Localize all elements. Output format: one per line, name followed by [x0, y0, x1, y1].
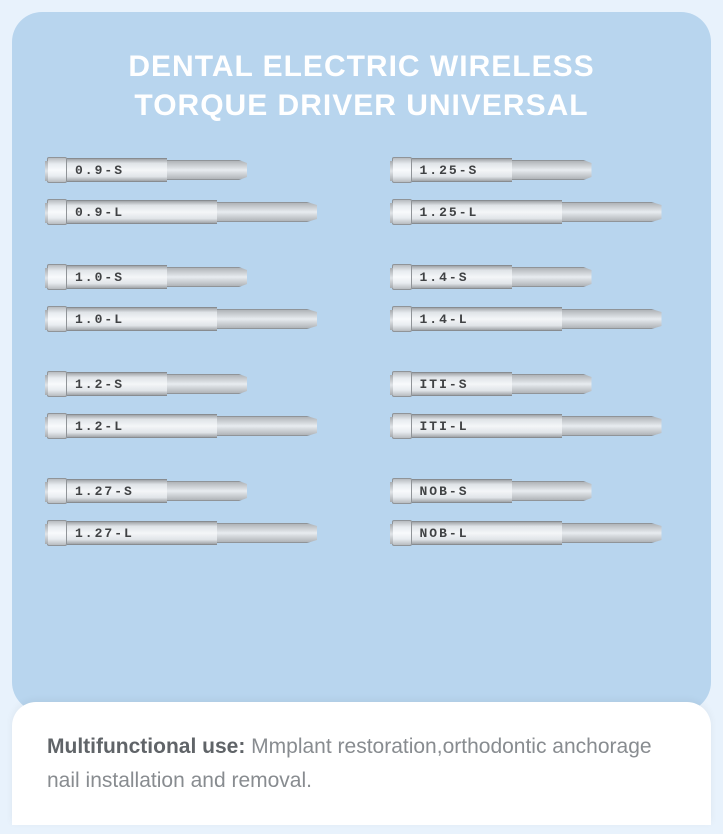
driver-bit: 1.27-S: [47, 476, 332, 506]
driver-bit: 0.9-L: [47, 197, 332, 227]
bit-tip: [562, 416, 662, 436]
bit-pair: NOB-S NOB-L: [392, 476, 677, 548]
driver-bit: 1.2-S: [47, 369, 332, 399]
bit-shaft-label: ITI-L: [412, 414, 562, 438]
bit-head: [392, 478, 412, 504]
bit-pair: 1.25-S 1.25-L: [392, 155, 677, 227]
bit-tip: [562, 202, 662, 222]
bit-pair: 1.4-S 1.4-L: [392, 262, 677, 334]
bit-shaft-label: NOB-L: [412, 521, 562, 545]
bit-pair: 1.2-S 1.2-L: [47, 369, 332, 441]
bit-pair: 1.0-S 1.0-L: [47, 262, 332, 334]
driver-bit: 1.4-L: [392, 304, 677, 334]
bit-head: [47, 306, 67, 332]
bit-tip: [562, 523, 662, 543]
driver-bit: ITI-L: [392, 411, 677, 441]
bit-tip: [512, 374, 592, 394]
bit-tip: [562, 309, 662, 329]
driver-bit: 1.27-L: [47, 518, 332, 548]
bit-shaft-label: 1.2-S: [67, 372, 167, 396]
bit-head: [47, 371, 67, 397]
bit-tip: [512, 481, 592, 501]
driver-bit: 0.9-S: [47, 155, 332, 185]
bit-shaft-label: NOB-S: [412, 479, 512, 503]
driver-bit: ITI-S: [392, 369, 677, 399]
bit-shaft-label: 1.4-L: [412, 307, 562, 331]
bit-pair: 1.27-S 1.27-L: [47, 476, 332, 548]
bit-head: [392, 413, 412, 439]
bit-pair: ITI-S ITI-L: [392, 369, 677, 441]
title-line-2: TORQUE DRIVER UNIVERSAL: [134, 89, 588, 122]
bit-head: [47, 157, 67, 183]
driver-bit: NOB-L: [392, 518, 677, 548]
bits-grid: 0.9-S0.9-L1.25-S1.25-L1.0-S1.0-L1.4-S1.4…: [42, 155, 681, 548]
product-card: DENTAL ELECTRIC WIRELESS TORQUE DRIVER U…: [12, 12, 711, 712]
bit-tip: [217, 416, 317, 436]
bit-tip: [167, 267, 247, 287]
bit-shaft-label: 1.0-L: [67, 307, 217, 331]
bit-tip: [512, 267, 592, 287]
driver-bit: NOB-S: [392, 476, 677, 506]
product-title: DENTAL ELECTRIC WIRELESS TORQUE DRIVER U…: [42, 47, 681, 125]
bit-shaft-label: ITI-S: [412, 372, 512, 396]
bit-tip: [217, 523, 317, 543]
bit-head: [392, 199, 412, 225]
bit-tip: [217, 202, 317, 222]
bit-head: [392, 371, 412, 397]
bit-head: [47, 413, 67, 439]
bit-shaft-label: 1.27-S: [67, 479, 167, 503]
footer-text: Multifunctional use: Mmplant restoration…: [47, 730, 676, 797]
driver-bit: 1.25-S: [392, 155, 677, 185]
bit-head: [47, 478, 67, 504]
bit-head: [392, 306, 412, 332]
bit-pair: 0.9-S 0.9-L: [47, 155, 332, 227]
bit-shaft-label: 1.25-L: [412, 200, 562, 224]
bit-head: [392, 264, 412, 290]
bit-tip: [167, 374, 247, 394]
bit-shaft-label: 0.9-L: [67, 200, 217, 224]
bit-head: [392, 157, 412, 183]
driver-bit: 1.0-S: [47, 262, 332, 292]
bit-tip: [167, 481, 247, 501]
bit-tip: [167, 160, 247, 180]
bit-shaft-label: 1.2-L: [67, 414, 217, 438]
driver-bit: 1.4-S: [392, 262, 677, 292]
driver-bit: 1.25-L: [392, 197, 677, 227]
bit-shaft-label: 1.25-S: [412, 158, 512, 182]
bit-shaft-label: 0.9-S: [67, 158, 167, 182]
bit-shaft-label: 1.0-S: [67, 265, 167, 289]
title-line-1: DENTAL ELECTRIC WIRELESS: [128, 50, 594, 83]
bit-head: [47, 520, 67, 546]
bit-tip: [512, 160, 592, 180]
bit-head: [47, 199, 67, 225]
footer-card: Multifunctional use: Mmplant restoration…: [12, 702, 711, 825]
bit-shaft-label: 1.4-S: [412, 265, 512, 289]
bit-tip: [217, 309, 317, 329]
bit-shaft-label: 1.27-L: [67, 521, 217, 545]
driver-bit: 1.0-L: [47, 304, 332, 334]
bit-head: [392, 520, 412, 546]
driver-bit: 1.2-L: [47, 411, 332, 441]
bit-head: [47, 264, 67, 290]
footer-label: Multifunctional use:: [47, 735, 245, 758]
